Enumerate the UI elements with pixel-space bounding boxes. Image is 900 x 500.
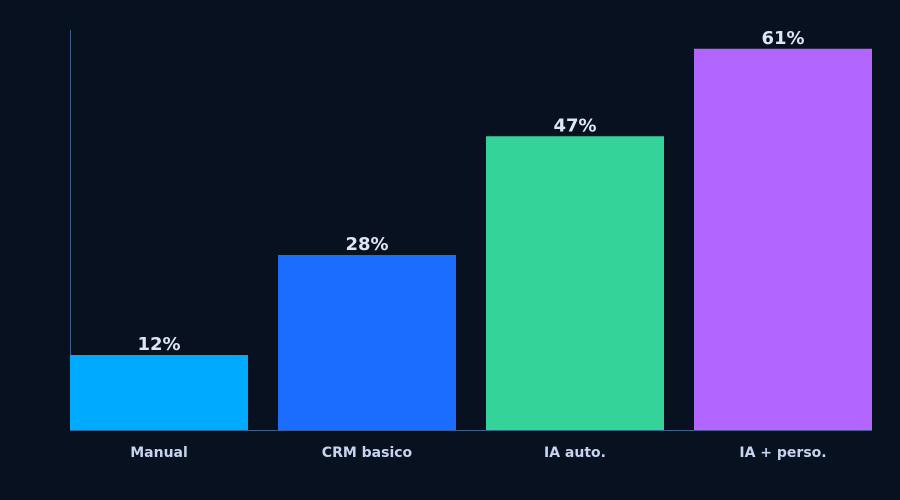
x-tick-label: IA + perso. — [739, 445, 826, 461]
x-tick-label: Manual — [130, 445, 188, 461]
bar — [486, 136, 664, 430]
value-label: 12% — [137, 334, 180, 355]
value-label: 47% — [553, 115, 596, 136]
bar — [278, 255, 456, 430]
x-tick-label: IA auto. — [544, 445, 606, 461]
value-label: 28% — [345, 234, 388, 255]
x-tick-label: CRM basico — [322, 445, 413, 461]
bar — [694, 48, 872, 430]
bar — [70, 355, 248, 430]
value-label: 61% — [761, 28, 804, 49]
